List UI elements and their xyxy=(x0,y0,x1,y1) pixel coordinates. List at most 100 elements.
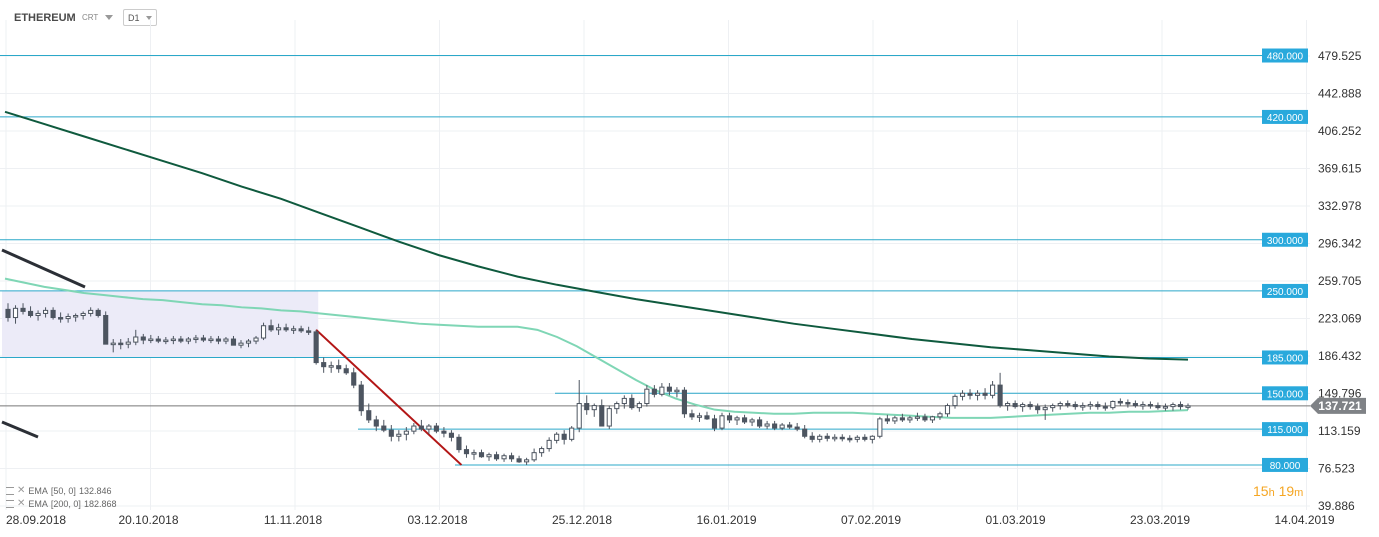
y-tick-label: 369.615 xyxy=(1318,162,1362,176)
candle-body xyxy=(869,435,875,440)
candle-body xyxy=(726,415,733,421)
candle-body xyxy=(1147,404,1153,407)
candle-body xyxy=(328,365,334,368)
legend-value: 182.868 xyxy=(83,498,117,509)
x-tick-label: 07.02.2019 xyxy=(841,513,901,527)
close-icon[interactable]: ✕ xyxy=(17,498,26,509)
candle-body xyxy=(1035,406,1041,411)
candle-body xyxy=(1087,404,1093,407)
consolidation-zone xyxy=(2,290,319,358)
candle-body xyxy=(1065,403,1071,406)
level-tag xyxy=(1262,48,1308,63)
candle-body xyxy=(854,436,860,440)
candle-body xyxy=(276,327,282,331)
candle-body xyxy=(110,342,116,346)
candle-body xyxy=(351,372,357,386)
candle-body xyxy=(1080,405,1086,408)
settings-icon[interactable] xyxy=(6,486,14,495)
candle-body xyxy=(1140,404,1146,407)
legend-item-ema50: ✕ EMA [50, 0] 132.846 xyxy=(6,485,111,496)
candle-body xyxy=(809,435,815,440)
candle-body xyxy=(411,425,417,432)
candle-body xyxy=(832,436,838,440)
timer-minutes-unit: m xyxy=(1294,487,1304,499)
candle-body xyxy=(103,314,109,345)
y-tick-label: 149.796 xyxy=(1318,386,1362,400)
candle-body xyxy=(200,337,206,341)
legend-value: 132.846 xyxy=(78,485,112,496)
level-tag-label: 150.000 xyxy=(1267,389,1304,400)
candle-body xyxy=(426,425,432,430)
level-tag xyxy=(1262,283,1308,298)
candle-body xyxy=(441,430,447,434)
chart-type-selector[interactable]: CRT xyxy=(82,13,99,22)
x-tick-label: 03.12.2018 xyxy=(407,513,467,527)
candle-body xyxy=(43,309,49,314)
candle-body xyxy=(779,424,785,429)
candle-body xyxy=(591,405,597,411)
close-icon[interactable]: ✕ xyxy=(17,485,26,496)
candle-body xyxy=(884,418,890,422)
x-tick-label: 01.03.2019 xyxy=(985,513,1045,527)
candle-body xyxy=(561,433,567,440)
level-tag-label: 420.000 xyxy=(1267,113,1304,124)
candle-body xyxy=(140,336,146,341)
timeframe-selector[interactable]: D1 xyxy=(123,9,157,26)
y-tick-label: 39.886 xyxy=(1318,499,1355,513)
ema200-line xyxy=(4,110,1189,361)
candle-body xyxy=(1117,400,1123,404)
chevron-down-icon[interactable] xyxy=(105,15,113,20)
ema50-line xyxy=(4,277,1189,419)
candle-body xyxy=(952,395,958,407)
level-tag-label: 185.000 xyxy=(1267,353,1304,364)
candle-body xyxy=(1072,404,1078,408)
candle-body xyxy=(321,362,327,368)
candle-body xyxy=(1110,400,1116,409)
candle-body xyxy=(163,339,169,343)
candle-body xyxy=(493,454,500,460)
candle-body xyxy=(651,388,657,395)
chevron-down-icon[interactable] xyxy=(146,16,152,20)
level-tag xyxy=(1262,386,1308,401)
x-tick-label: 14.04.2019 xyxy=(1274,513,1334,527)
candle-body xyxy=(253,337,259,342)
current-price-label: 137.721 xyxy=(1318,399,1362,413)
candle-body xyxy=(877,418,883,437)
candle-body xyxy=(193,337,199,341)
candle-body xyxy=(629,397,635,409)
x-tick-label: 25.12.2018 xyxy=(552,513,612,527)
candle-body xyxy=(336,365,342,370)
y-tick-label: 113.159 xyxy=(1318,424,1361,438)
candle-body xyxy=(531,452,537,461)
candle-body xyxy=(696,415,703,418)
candle-body xyxy=(997,384,1003,407)
candle-body xyxy=(1095,404,1101,408)
level-tag-label: 80.000 xyxy=(1270,461,1301,472)
candle-body xyxy=(88,309,94,314)
candle-body xyxy=(1042,407,1048,411)
candle-body xyxy=(764,423,770,427)
candle-body xyxy=(433,425,439,432)
symbol-label[interactable]: ETHEREUM xyxy=(14,12,76,24)
candle-body xyxy=(1027,404,1033,408)
y-tick-label: 296.342 xyxy=(1318,237,1362,251)
candle-body xyxy=(741,417,748,423)
candle-body xyxy=(223,338,229,342)
settings-icon[interactable] xyxy=(6,499,14,508)
candle-body xyxy=(215,338,222,342)
candle-body xyxy=(133,336,139,343)
candle-body xyxy=(58,317,64,320)
candle-body xyxy=(546,439,552,450)
y-tick-label: 223.069 xyxy=(1318,311,1362,325)
candle-body xyxy=(463,449,470,455)
candle-body xyxy=(569,427,575,440)
candle-body xyxy=(12,307,19,319)
candle-body xyxy=(403,430,409,435)
y-tick-label: 332.978 xyxy=(1318,199,1362,213)
x-tick-label: 16.01.2019 xyxy=(696,513,756,527)
candle-body xyxy=(471,452,477,455)
candle-body xyxy=(35,312,41,316)
x-tick-label: 20.10.2018 xyxy=(118,513,178,527)
candle-body xyxy=(208,338,214,342)
